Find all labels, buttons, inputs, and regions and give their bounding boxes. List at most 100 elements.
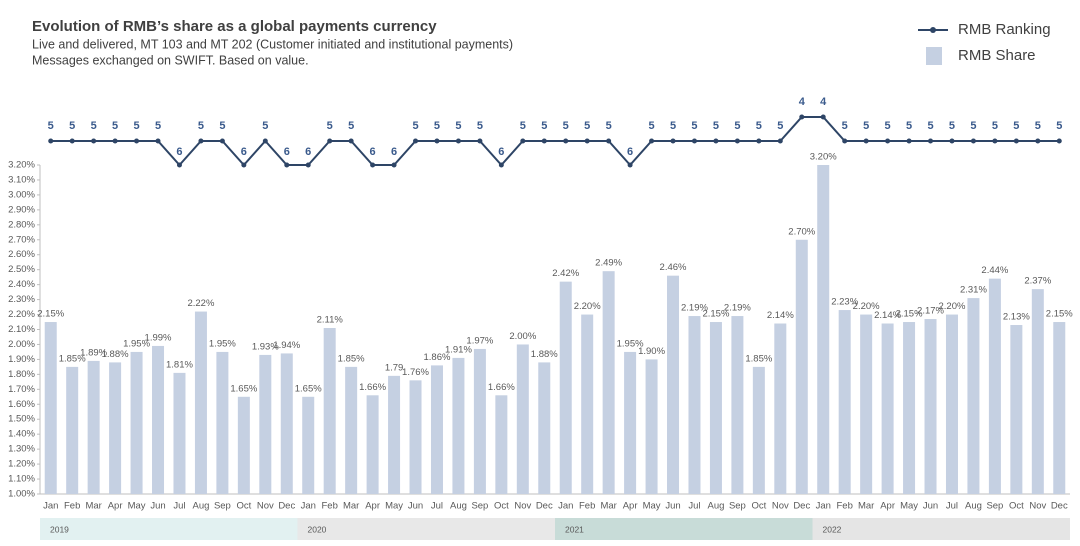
x-tick-label: Jan	[301, 501, 316, 512]
data-label: 2.22%	[187, 298, 214, 309]
bar	[194, 311, 207, 494]
y-tick-label: 1.20%	[8, 459, 35, 470]
bar	[388, 375, 401, 494]
bar	[795, 239, 808, 494]
data-label: 1.79	[385, 362, 404, 373]
bar	[87, 360, 100, 494]
x-tick-label: Sep	[471, 501, 488, 512]
x-tick-label: Aug	[965, 501, 982, 512]
year-label: 2020	[308, 524, 327, 534]
y-tick-label: 2.10%	[8, 324, 35, 335]
data-label: 2.23%	[831, 297, 858, 308]
ranking-marker	[756, 138, 762, 144]
ranking-marker	[455, 138, 461, 144]
data-label: 1.86%	[424, 352, 451, 363]
bar	[581, 314, 594, 494]
ranking-marker	[134, 138, 140, 144]
bar	[152, 345, 165, 494]
bar	[109, 362, 122, 494]
x-tick-label: Jul	[431, 501, 443, 512]
legend-marker	[930, 27, 936, 33]
data-label: 1.95%	[617, 338, 644, 349]
data-label: 1.88%	[531, 349, 558, 360]
ranking-label: 5	[670, 120, 676, 132]
ranking-marker	[241, 162, 247, 168]
ranking-marker	[820, 114, 826, 120]
y-tick-label: 2.60%	[8, 249, 35, 260]
ranking-marker	[584, 138, 590, 144]
y-tick-label: 1.00%	[8, 489, 35, 500]
x-tick-label: Jul	[173, 501, 185, 512]
x-tick-label: Dec	[1051, 501, 1068, 512]
ranking-marker	[885, 138, 891, 144]
x-tick-label: Nov	[772, 501, 789, 512]
bar	[624, 351, 637, 494]
x-tick-label: Apr	[108, 501, 123, 512]
ranking-marker	[91, 138, 97, 144]
ranking-marker	[777, 138, 783, 144]
ranking-label: 5	[327, 120, 333, 132]
ranking-marker	[69, 138, 75, 144]
data-label: 2.15%	[896, 309, 923, 320]
data-label: 1.85%	[59, 353, 86, 364]
legend-label: RMB Share	[958, 47, 1036, 64]
ranking-label: 5	[863, 120, 869, 132]
year-band	[297, 518, 555, 540]
ranking-marker	[670, 138, 676, 144]
ranking-label: 5	[434, 120, 440, 132]
data-label: 2.15%	[1046, 309, 1073, 320]
bar	[688, 316, 701, 494]
x-tick-label: May	[385, 501, 403, 512]
data-label: 2.46%	[660, 262, 687, 273]
data-label: 2.70%	[788, 226, 815, 237]
bar	[903, 322, 916, 494]
data-label: 1.81%	[166, 359, 193, 370]
bar	[774, 323, 787, 494]
x-tick-label: Aug	[450, 501, 467, 512]
ranking-label: 5	[69, 120, 75, 132]
year-label: 2021	[565, 524, 584, 534]
ranking-label: 5	[563, 120, 569, 132]
data-label: 1.97%	[466, 335, 493, 346]
ranking-marker	[649, 138, 655, 144]
bar	[430, 365, 443, 494]
ranking-marker	[606, 138, 612, 144]
ranking-marker	[198, 138, 204, 144]
ranking-label: 6	[627, 146, 633, 158]
bar	[602, 271, 615, 494]
bar	[967, 298, 980, 494]
ranking-label: 5	[906, 120, 912, 132]
ranking-marker	[1056, 138, 1062, 144]
ranking-marker	[734, 138, 740, 144]
bar	[409, 380, 422, 494]
data-label: 1.91%	[445, 344, 472, 355]
x-tick-label: May	[128, 501, 146, 512]
x-tick-label: Mar	[858, 501, 874, 512]
data-label: 1.95%	[209, 338, 236, 349]
x-tick-label: Feb	[837, 501, 853, 512]
ranking-label: 5	[756, 120, 762, 132]
x-tick-label: Mar	[343, 501, 359, 512]
year-band	[812, 518, 1070, 540]
y-tick-label: 2.80%	[8, 219, 35, 230]
x-tick-label: Jan	[816, 501, 831, 512]
ranking-marker	[327, 138, 333, 144]
y-tick-label: 2.00%	[8, 339, 35, 350]
ranking-label: 5	[134, 120, 140, 132]
ranking-label: 5	[1013, 120, 1019, 132]
data-label: 1.65%	[295, 383, 322, 394]
y-tick-label: 2.70%	[8, 234, 35, 245]
ranking-label: 5	[1056, 120, 1062, 132]
x-tick-label: Dec	[536, 501, 553, 512]
ranking-marker	[262, 138, 268, 144]
y-tick-label: 2.90%	[8, 204, 35, 215]
data-label: 2.31%	[960, 285, 987, 296]
x-tick-label: Oct	[751, 501, 766, 512]
data-label: 2.44%	[981, 265, 1008, 276]
ranking-marker	[992, 138, 998, 144]
ranking-marker	[970, 138, 976, 144]
bar	[473, 348, 486, 494]
ranking-label: 5	[198, 120, 204, 132]
data-label: 2.14%	[874, 310, 901, 321]
